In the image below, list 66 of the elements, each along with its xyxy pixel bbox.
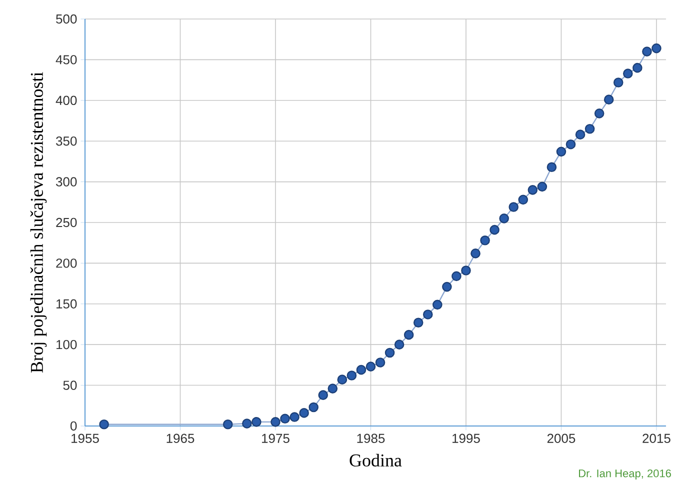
x-tick-label: 1995 xyxy=(452,434,480,443)
y-tick-label: 250 xyxy=(56,218,77,228)
point xyxy=(328,384,338,394)
point xyxy=(252,417,262,427)
point xyxy=(642,46,652,56)
point xyxy=(490,224,500,235)
point xyxy=(575,130,586,140)
y-tick-label: 200 xyxy=(56,258,77,268)
point xyxy=(537,182,548,192)
y-tick-label: 0 xyxy=(70,421,77,431)
point xyxy=(308,402,318,412)
x-tick-label: 1975 xyxy=(262,434,290,443)
y-tick-label: 100 xyxy=(56,340,77,350)
point xyxy=(394,340,404,350)
point xyxy=(613,78,624,88)
x-tick-label: 1955 xyxy=(72,434,99,443)
y-tick-label: 500 xyxy=(56,14,77,24)
point xyxy=(99,419,109,430)
x-tick-label: 2015 xyxy=(642,434,670,443)
point xyxy=(242,418,252,428)
point xyxy=(622,68,633,78)
point xyxy=(270,417,280,427)
point xyxy=(299,408,309,418)
x-axis-title: Godina xyxy=(350,454,402,467)
point xyxy=(632,62,642,73)
point xyxy=(318,390,328,400)
point xyxy=(480,236,490,246)
point xyxy=(470,248,480,258)
point xyxy=(375,358,386,368)
y-tick-label: 400 xyxy=(56,96,77,105)
point xyxy=(222,419,233,430)
point xyxy=(499,214,509,224)
point xyxy=(280,414,290,424)
y-tick-label: 150 xyxy=(56,299,77,308)
point xyxy=(566,139,576,150)
point xyxy=(384,348,395,358)
text: Dr. Ian Heap, 2016 xyxy=(579,470,671,480)
point xyxy=(422,310,433,320)
point xyxy=(404,330,414,340)
x-tick-label: 1985 xyxy=(357,434,385,443)
point xyxy=(346,370,357,380)
point xyxy=(442,282,452,292)
y-tick-label: 450 xyxy=(56,55,77,64)
point xyxy=(508,202,519,212)
point xyxy=(452,271,462,282)
point xyxy=(528,185,538,195)
point xyxy=(432,300,442,310)
point xyxy=(556,146,566,157)
point xyxy=(652,43,662,54)
x-tick-label: 2005 xyxy=(547,434,576,443)
point xyxy=(413,318,424,328)
point xyxy=(356,364,366,375)
y-axis-title: Broj pojedinačnih slučajeva rezistentnosti xyxy=(30,72,47,373)
point xyxy=(584,124,595,134)
y-tick-label: 300 xyxy=(56,177,77,186)
point xyxy=(337,374,348,384)
point xyxy=(290,412,300,422)
point xyxy=(461,266,471,276)
y-tick-label: 50 xyxy=(63,380,77,390)
point xyxy=(366,362,376,372)
point xyxy=(604,94,614,104)
x-tick-label: 1965 xyxy=(166,434,194,443)
point xyxy=(546,162,557,172)
point xyxy=(518,194,528,205)
y-tick-label: 350 xyxy=(56,136,77,146)
point xyxy=(594,108,604,118)
